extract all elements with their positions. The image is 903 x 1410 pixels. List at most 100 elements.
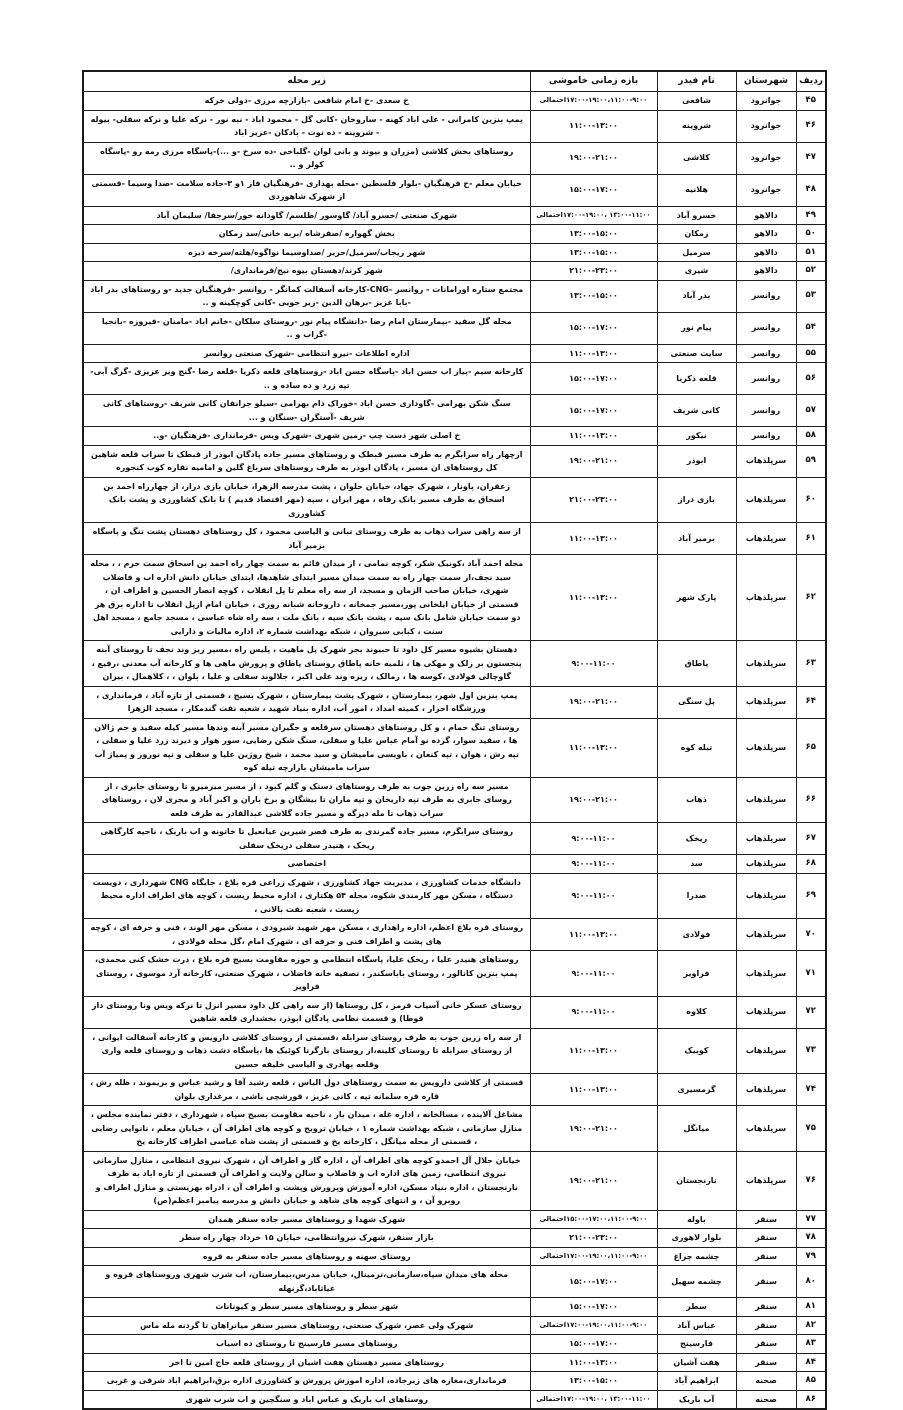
outage-time-cell: احتمالی‎۱۷:۰۰-۱۹:۰۰،۱۱:۰۰-۹:۰۰	[529, 1315, 658, 1335]
sub-neighborhood-cell: شهر ریجاب/سرمیل/حریر /صداوسیما نواگوه/هل…	[82, 242, 531, 262]
outage-time-cell: احتمالی‎۱۷:۰۰-۱۹:۰۰،۱۱:۰۰-۹:۰۰	[529, 91, 658, 111]
table-row: ۵۰ دالاهو زمکان ۱۳:۰۰-۱۵:۰۰ بخش گهواره /…	[82, 224, 827, 244]
county-cell: سنقر	[735, 1265, 797, 1298]
outage-time-cell: ۱۹:۰۰-۲۱:۰۰	[529, 141, 658, 175]
feeder-name-cell: نارنجستان	[656, 1150, 737, 1211]
row-number-cell: ۶۰	[795, 476, 827, 523]
feeder-name-cell: ریخک	[656, 822, 737, 855]
sub-neighborhood-cell: شهرک ولی عصر، شهرک صنعتی، روستاهای مسیر …	[82, 1315, 531, 1335]
table-row: ۷۸ سنقر بلوار لاهوری ۲۱:۰۰-۲۳:۰۰ بازار س…	[82, 1228, 827, 1248]
sub-neighborhood-cell: ازچهار راه سرابگرم به طرف مسیر قبطک و رو…	[82, 444, 531, 478]
table-row: ۷۹ سنقر چشمه چراغ احتمالی‎۱۷:۰۰-۱۹:۰۰،۱۱…	[82, 1246, 827, 1266]
feeder-name-cell: کانی شریف	[656, 394, 737, 427]
county-cell: سنقر	[735, 1246, 797, 1266]
feeder-name-cell: شافعی	[656, 91, 737, 111]
outage-time-cell: ۱۹:۰۰-۲۱:۰۰	[529, 1150, 658, 1211]
row-number-cell: ۸۶	[795, 1389, 827, 1410]
outage-time-cell: ۱۳:۰۰-۱۵:۰۰	[529, 242, 658, 262]
feeder-name-cell: تیله کوه	[656, 717, 737, 778]
outage-time-cell: ۹:۰۰-۱۱:۰۰	[529, 640, 658, 687]
row-number-cell: ۴۷	[795, 141, 827, 175]
table-row: ۷۳ سرپلذهاب کوییک ۱۱:۰۰-۱۳:۰۰ از سه راه …	[82, 1027, 827, 1074]
row-number-cell: ۷۹	[795, 1246, 827, 1266]
table-row: ۴۶ جوانرود شروینه ۱۱:۰۰-۱۳:۰۰ پمپ بنزین …	[82, 109, 827, 143]
feeder-name-cell: بلوار لاهوری	[656, 1228, 737, 1248]
table-row: ۵۶ روانسر قلعه ذکریا ۱۵:۰۰-۱۷:۰۰ کارخانه…	[82, 362, 827, 395]
table-row: ۷۴ سرپلذهاب گرمسیری ۱۱:۰۰-۱۳:۰۰ قسمتی از…	[82, 1073, 827, 1106]
sub-neighborhood-cell: مسیر سه راه زرین جوب به طرف روستاهای دست…	[82, 776, 531, 823]
county-cell: سرپلذهاب	[735, 640, 797, 687]
table-row: ۴۷ جوانرود کلاشی ۱۹:۰۰-۲۱:۰۰ روستاهای بخ…	[82, 141, 827, 175]
row-number-cell: ۸۱	[795, 1297, 827, 1317]
outage-time-cell: ۹:۰۰-۱۱:۰۰	[529, 995, 658, 1029]
sub-neighborhood-cell: دهستان بشیوه مسیر کل داود تا حبیوند بجز …	[82, 640, 531, 687]
feeder-name-cell: هفت آشیان	[656, 1352, 737, 1372]
outage-time-cell: ۹:۰۰-۱۱:۰۰	[529, 872, 658, 919]
sub-neighborhood-cell: زعفران، پاونار ، شهرک جهاد، خیابان حلوان…	[82, 476, 531, 523]
table-row: ۷۰ سرپلذهاب فولادی ۱۱:۰۰-۱۳:۰۰ روستای قر…	[82, 918, 827, 951]
outage-time-cell: احتمالی‎۱۷:۰۰-۱۹:۰۰، ۱۳:۰۰-۱۱:۰۰	[529, 205, 658, 225]
sub-neighborhood-cell: سنگ شکن بهرامی -گاوداری حسن اباد -خوراک …	[82, 394, 531, 427]
feeder-name-cell: سایت صنعتی	[656, 343, 737, 363]
row-number-cell: ۵۷	[795, 394, 827, 427]
sub-neighborhood-cell: بخش گهواره /صفرشاه /بربه خانی/سد زمکان	[82, 224, 531, 244]
sub-neighborhood-cell: پمپ بنزین اول شهر، بیمارستان ، شهرک پشت …	[82, 685, 531, 719]
table-row: ۴۸ جوانرود هلانیه ۱۵:۰۰-۱۷:۰۰ خیابان معل…	[82, 173, 827, 207]
feeder-name-cell: پارک شهر	[656, 554, 737, 641]
county-cell: روانسر	[735, 394, 797, 427]
sub-neighborhood-cell: خ اصلی شهر دست چپ -زمین شهری -شهرک ویس -…	[82, 426, 531, 446]
table-row: ۶۵ سرپلذهاب تیله کوه ۱۱:۰۰-۱۳:۰۰ روستای …	[82, 717, 827, 778]
county-cell: سنقر	[735, 1352, 797, 1372]
table-row: ۵۹ سرپلذهاب ابوذر ۱۹:۰۰-۲۱:۰۰ ازچهار راه…	[82, 444, 827, 478]
outage-time-cell: ۹:۰۰-۱۱:۰۰	[529, 854, 658, 874]
row-number-cell: ۷۸	[795, 1228, 827, 1248]
outage-time-cell: ۱۱:۰۰-۱۳:۰۰	[529, 918, 658, 951]
outage-time-cell: ۲۱:۰۰-۲۳:۰۰	[529, 476, 658, 523]
outage-time-cell: ۱۱:۰۰-۱۳:۰۰	[529, 554, 658, 641]
outage-time-cell: احتمالی‎۱۷:۰۰-۱۹:۰۰، ۱۳:۰۰-۱۱:۰۰	[529, 1389, 658, 1410]
header-county: شهرستان	[735, 70, 797, 92]
county-cell: سرپلذهاب	[735, 822, 797, 855]
sub-neighborhood-cell: شهرک صنعتی /خسرو آباد/ گاوسور /طلسم/ گاو…	[82, 205, 531, 225]
sub-neighborhood-cell: روستای سرابگرم، مسیر جاده گمرندی به طرف …	[82, 822, 531, 855]
feeder-name-cell: چشمه چراغ	[656, 1246, 737, 1266]
outage-time-cell: ۱۵:۰۰-۱۷:۰۰	[529, 173, 658, 207]
row-number-cell: ۸۲	[795, 1315, 827, 1335]
outage-time-cell: ۹:۰۰-۱۱:۰۰	[529, 950, 658, 997]
document-page: ردیف شهرستان نام فیدر بازه زمانی خاموشی …	[82, 70, 827, 1410]
sub-neighborhood-cell: اداره اطلاعات -نیرو انتظامی -شهرک صنعتی …	[82, 343, 531, 363]
sub-neighborhood-cell: روستاهای مسیر فارسینج تا روستای ده اسیاب	[82, 1334, 531, 1354]
outage-time-cell: ۲۱:۰۰-۲۳:۰۰	[529, 261, 658, 281]
sub-neighborhood-cell: روستای عسکر خانی آسیاب قرمز ، کل روستاها…	[82, 995, 531, 1029]
county-cell: سرپلذهاب	[735, 476, 797, 523]
outage-time-cell: ۱۱:۰۰-۱۳:۰۰	[529, 717, 658, 778]
table-row: ۷۵ سرپلذهاب میانگل ۱۹:۰۰-۲۱:۰۰ مشاغل آلا…	[82, 1105, 827, 1152]
county-cell: جوانرود	[735, 173, 797, 207]
county-cell: صحنه	[735, 1371, 797, 1391]
feeder-name-cell: سد	[656, 854, 737, 874]
feeder-name-cell: باوله	[656, 1209, 737, 1229]
row-number-cell: ۶۵	[795, 717, 827, 778]
row-number-cell: ۵۰	[795, 224, 827, 244]
outage-time-cell: ۱۹:۰۰-۲۱:۰۰	[529, 444, 658, 478]
feeder-name-cell: سرمیل	[656, 242, 737, 262]
table-row: ۷۶ سرپلذهاب نارنجستان ۱۹:۰۰-۲۱:۰۰ خیابان…	[82, 1150, 827, 1211]
feeder-name-cell: شروینه	[656, 109, 737, 143]
row-number-cell: ۵۹	[795, 444, 827, 478]
table-row: ۶۰ سرپلذهاب بازی دراز ۲۱:۰۰-۲۳:۰۰ زعفران…	[82, 476, 827, 523]
county-cell: جوانرود	[735, 109, 797, 143]
outage-schedule-table: ردیف شهرستان نام فیدر بازه زمانی خاموشی …	[82, 70, 827, 1410]
county-cell: دالاهو	[735, 242, 797, 262]
county-cell: سنقر	[735, 1209, 797, 1229]
outage-time-cell: ۱۵:۰۰-۱۷:۰۰	[529, 362, 658, 395]
sub-neighborhood-cell: روستای قره بلاغ اعظم، اداره راهداری ، مس…	[82, 918, 531, 951]
row-number-cell: ۴۸	[795, 173, 827, 207]
row-number-cell: ۶۱	[795, 522, 827, 555]
outage-time-cell: ۱۳:۰۰-۱۵:۰۰	[529, 224, 658, 244]
row-number-cell: ۷۰	[795, 918, 827, 951]
sub-neighborhood-cell: پمپ بنزین کامرانی - علی اباد کهنه - سارو…	[82, 109, 531, 143]
county-cell: روانسر	[735, 279, 797, 313]
county-cell: جوانرود	[735, 141, 797, 175]
row-number-cell: ۵۸	[795, 426, 827, 446]
row-number-cell: ۷۱	[795, 950, 827, 997]
